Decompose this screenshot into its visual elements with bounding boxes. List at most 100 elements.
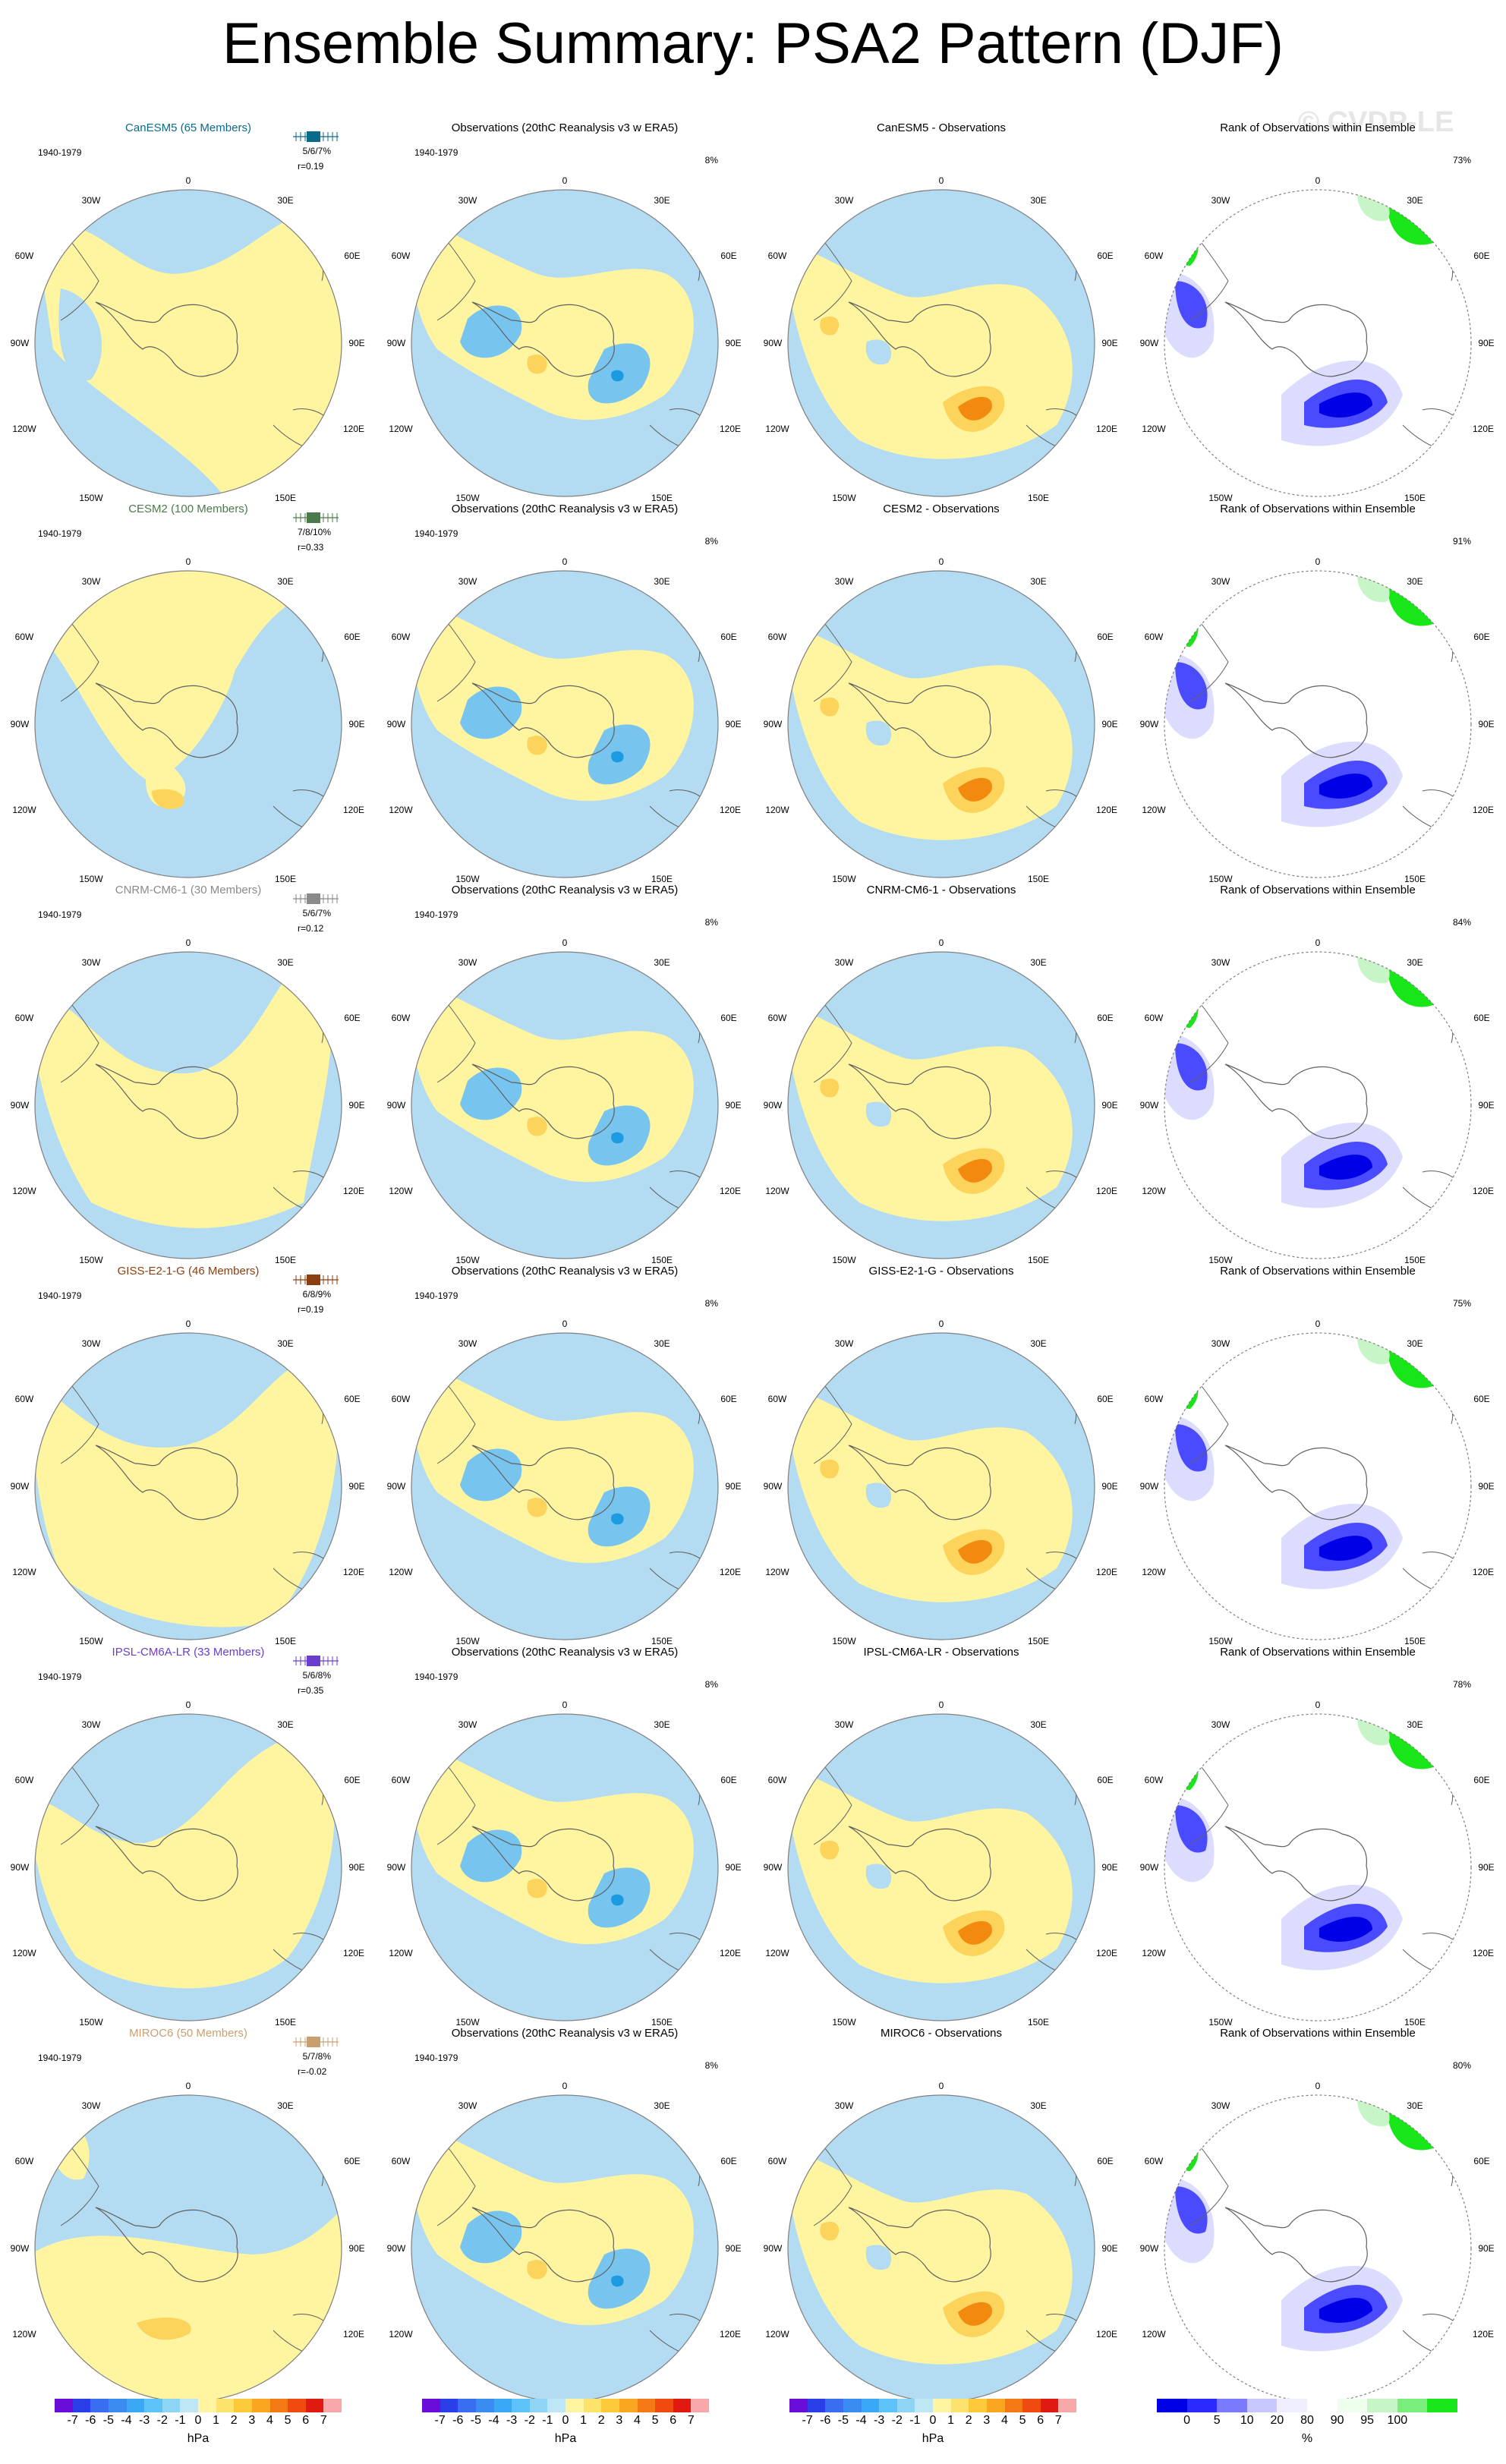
- colorbar-tick-label: -5: [470, 2414, 481, 2427]
- pattern-correlation: r=0.33: [298, 542, 324, 553]
- longitude-label: 30W: [458, 2100, 477, 2111]
- rank-high-region: [1172, 228, 1199, 266]
- colorbar-unit: %: [1301, 2432, 1313, 2445]
- longitude-label: 90W: [11, 719, 30, 729]
- percent-variance-label: 80%: [1452, 2060, 1471, 2071]
- longitude-label: 60W: [768, 250, 787, 261]
- positive-anomaly-core: [958, 396, 992, 421]
- negative-anomaly-core: [611, 1132, 624, 1144]
- longitude-label: 120W: [765, 424, 789, 434]
- panel-title: CNRM-CM6-1 (30 Members): [115, 884, 262, 896]
- longitude-label: 120E: [1096, 805, 1117, 815]
- map-border: [1164, 1332, 1472, 1640]
- colorbar-tick-label: -5: [837, 2414, 849, 2427]
- colorbar-tick-label: 7: [687, 2414, 695, 2427]
- colorbar-swatch: [162, 2399, 181, 2412]
- colorbar-tick-label: 10: [1240, 2414, 1254, 2427]
- rank-panel: 018030W30E60W60E90W90E120W120E150W150ERa…: [1130, 121, 1506, 501]
- period-label: 1940-1979: [38, 1290, 82, 1301]
- longitude-label: 150W: [79, 1255, 103, 1263]
- longitude-label: 120E: [720, 1948, 741, 1958]
- longitude-label: 150E: [1028, 874, 1049, 882]
- longitude-label: 60E: [344, 250, 360, 261]
- colorbar-model: -7 -6 -5 -4 -3 -2 -1 0 1 2 3 4 5 6 7 hPa: [55, 2399, 342, 2452]
- colorbar-swatch: [216, 2399, 235, 2412]
- colorbar-tick-label: -6: [452, 2414, 464, 2427]
- percent-variance-label: 91%: [1452, 536, 1471, 547]
- glyph-box: [307, 893, 320, 904]
- colorbar-swatch: [691, 2399, 709, 2412]
- colorbar-tick-label: 1: [580, 2414, 588, 2427]
- page-title: Ensemble Summary: PSA2 Pattern (DJF): [222, 11, 1284, 76]
- longitude-label: 30E: [654, 195, 670, 206]
- longitude-label: 150E: [275, 1255, 296, 1263]
- ensemble-percent-label: 5/7/8%: [302, 2051, 331, 2062]
- longitude-label: 90E: [1101, 1100, 1117, 1111]
- map-border: [411, 570, 719, 878]
- longitude-label: 150W: [455, 874, 480, 882]
- colorbar-swatch: [55, 2399, 73, 2412]
- ensemble-spread-glyph: [291, 1271, 340, 1289]
- longitude-label: 30E: [1407, 576, 1423, 587]
- negative-anomaly-core: [611, 1894, 624, 1906]
- longitude-label: 60E: [344, 2156, 360, 2166]
- longitude-label: 30W: [1211, 195, 1230, 206]
- longitude-label: 150W: [455, 493, 480, 501]
- longitude-label: 120W: [1142, 424, 1166, 434]
- longitude-label: 120W: [389, 1567, 413, 1577]
- model-panel: 018030W30E60W60E90W90E120W120E150W150ECN…: [0, 884, 376, 1263]
- longitude-label: 120E: [1473, 2329, 1494, 2340]
- longitude-label: 90W: [764, 1862, 783, 1873]
- longitude-label: 30E: [1030, 576, 1046, 587]
- colorbar-tick-label: 20: [1270, 2414, 1284, 2427]
- colorbar-tick-label: 4: [634, 2414, 641, 2427]
- panel-title: Observations (20thC Reanalysis v3 w ERA5…: [451, 884, 679, 896]
- map-disc: [1164, 1333, 1471, 1640]
- longitude-label: 120W: [1142, 1567, 1166, 1577]
- colorbar-tick-label: 0: [1183, 2414, 1191, 2427]
- colorbar-swatch: [126, 2399, 145, 2412]
- antarctica-coastline: [471, 1445, 615, 1520]
- polar-map: 018030W30E60W60E90W90E120W120E150W150E: [753, 2027, 1130, 2406]
- colorbar-tick-label: 3: [983, 2414, 991, 2427]
- longitude-label: 30W: [1211, 957, 1230, 968]
- longitude-label: 30E: [654, 1338, 670, 1349]
- difference-panel: 018030W30E60W60E90W90E120W120E150W150ECN…: [753, 884, 1130, 1263]
- polar-map: 018030W30E60W60E90W90E120W120E150W150E: [1130, 121, 1506, 501]
- longitude-label: 0: [186, 556, 191, 567]
- map-border: [1164, 189, 1472, 497]
- longitude-label: 60E: [1097, 2156, 1113, 2166]
- pattern-correlation: r=0.12: [298, 923, 324, 934]
- longitude-label: 30E: [277, 195, 293, 206]
- period-label: 1940-1979: [414, 909, 458, 920]
- colorbar-swatch: [789, 2399, 808, 2412]
- colorbar-swatch: [1040, 2399, 1059, 2412]
- panel-title: IPSL-CM6A-LR - Observations: [863, 1646, 1019, 1659]
- glyph-box: [307, 2037, 320, 2047]
- positive-anomaly-core: [527, 354, 547, 374]
- map-border: [787, 570, 1095, 878]
- longitude-label: 120W: [1142, 805, 1166, 815]
- longitude-label: 90W: [1140, 1481, 1159, 1492]
- longitude-label: 120E: [1473, 1567, 1494, 1577]
- colorbar-tick-label: -4: [121, 2414, 132, 2427]
- longitude-label: 60W: [392, 1394, 411, 1404]
- longitude-label: 30W: [835, 1338, 854, 1349]
- longitude-label: 30W: [82, 576, 101, 587]
- pattern-correlation: r=0.19: [298, 1304, 324, 1315]
- colorbar-tick-label: -3: [506, 2414, 518, 2427]
- longitude-label: 120E: [343, 1567, 364, 1577]
- colorbar-tick-label: 3: [248, 2414, 256, 2427]
- negative-anomaly-region: [460, 1829, 522, 1883]
- longitude-label: 120W: [1142, 2329, 1166, 2340]
- map-border: [34, 570, 342, 878]
- map-border: [411, 189, 719, 497]
- map-border: [1164, 2094, 1472, 2403]
- map-disc: [1164, 1714, 1471, 2021]
- observations-panel: 018030W30E60W60E90W90E120W120E150W150EOb…: [376, 1646, 753, 2025]
- polar-map: 018030W30E60W60E90W90E120W120E150W150E: [1130, 2027, 1506, 2406]
- panel-title: CESM2 - Observations: [883, 503, 1000, 515]
- percent-variance-label: 84%: [1452, 917, 1471, 928]
- positive-anomaly-region: [35, 1729, 335, 1989]
- positive-anomaly-region: [35, 1355, 339, 1627]
